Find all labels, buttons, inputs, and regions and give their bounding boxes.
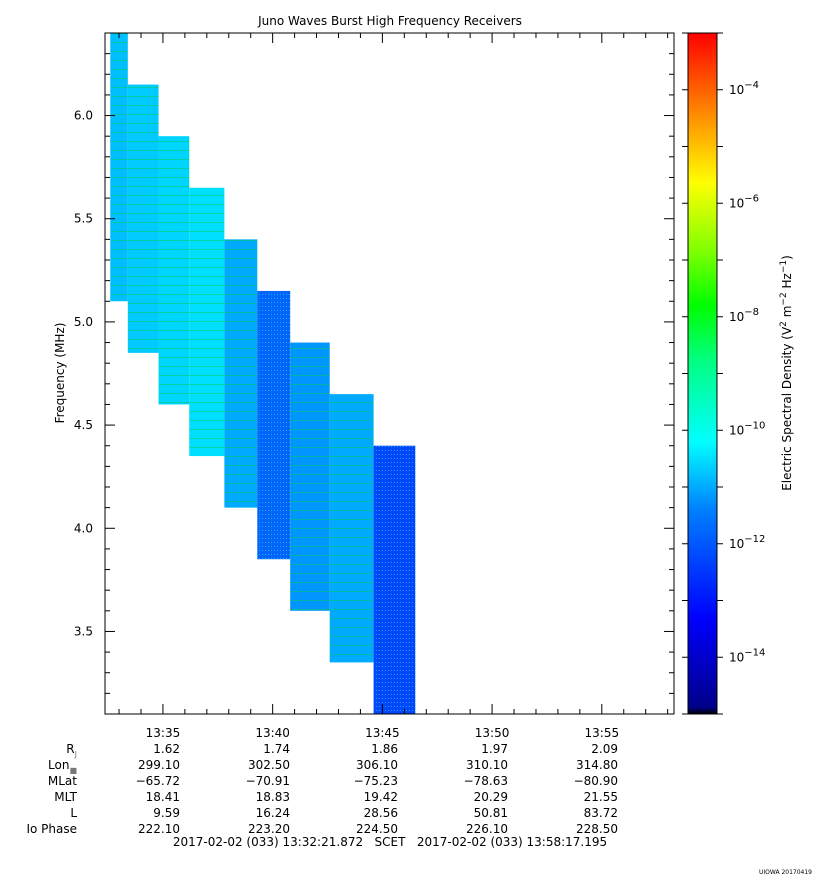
time-range-label: 2017-02-02 (033) 13:32:21.872 SCET 2017-… [173,835,607,849]
plot-frame [104,32,675,715]
spectrogram-block-texture [189,187,225,457]
y-tick-label: 3.5 [74,624,93,638]
ephemeris-value: 21.55 [584,790,618,804]
x-tick-label: 13:45 [365,726,400,740]
spectrogram-block-texture [290,342,330,611]
ephemeris-value: 224.50 [356,822,398,836]
ephemeris-row-label: Io Phase [26,822,77,836]
ephemeris-row-label: L [70,806,77,820]
ephemeris-value: −78.63 [464,774,508,788]
ephemeris-value: 1.62 [153,742,180,756]
ephemeris-value: 9.59 [153,806,180,820]
colorbar-tick-label: 10−12 [729,534,765,551]
footer-tag: UIOWA 20170419 [759,869,812,876]
y-tick-label: 4.0 [74,521,93,535]
colorbar-label: Electric Spectral Density (V2 m−2 Hz−1) [779,255,794,491]
spectrogram-block-texture [110,33,128,302]
ephemeris-value: 1.97 [481,742,508,756]
x-tick-label: 13:40 [255,726,290,740]
ephemeris-value: 18.83 [256,790,290,804]
ephemeris-value: 2.09 [591,742,618,756]
spectrogram-block-texture [224,239,258,508]
ephemeris-row-label: Lon■ [48,758,77,775]
y-tick-label: 6.0 [74,109,93,123]
x-tick-label: 13:35 [146,726,181,740]
colorbar-tick-label: 10−14 [729,647,765,664]
spectrogram-block-texture [257,290,291,560]
chart-title: Juno Waves Burst High Frequency Receiver… [257,14,522,28]
y-tick-label: 5.5 [74,212,93,226]
colorbar-tick-label: 10−6 [729,193,759,210]
ephemeris-row-label: MLat [48,774,77,788]
ephemeris-value: −75.23 [354,774,398,788]
y-tick-label: 5.0 [74,315,93,329]
y-tick-label: 4.5 [74,418,93,432]
spectrogram-blocks [110,33,416,714]
colorbar-ticks: 10−4 10−6 10−8 10−10 10−12 10−14 [682,32,765,715]
ephemeris-row-label: RJ [66,742,77,759]
colorbar-tick-label: 10−4 [729,80,759,97]
ephemeris-value: 223.20 [248,822,290,836]
ephemeris-value: 310.10 [466,758,508,772]
ephemeris-value: 222.10 [138,822,180,836]
x-axis-ticks: 13:35 13:40 13:45 13:50 13:55 [118,33,669,740]
spectrogram-block-texture [127,84,159,353]
y-axis-ticks: 3.5 4.0 4.5 5.0 5.5 6.0 [74,32,674,694]
ephemeris-value: −65.72 [136,774,180,788]
ephemeris-value: 302.50 [248,758,290,772]
spectrogram-block-texture [329,394,374,663]
ephemeris-value: 18.41 [146,790,180,804]
y-axis-label: Frequency (MHz) [53,323,67,424]
x-tick-label: 13:50 [475,726,510,740]
ephemeris-row-label: MLT [54,790,77,804]
ephemeris-value: 228.50 [576,822,618,836]
spectrogram-block-texture [158,136,190,405]
colorbar-tick-label: 10−8 [729,307,759,324]
spectrogram-block-texture [373,445,416,714]
colorbar [687,32,718,715]
ephemeris-value: 16.24 [256,806,290,820]
ephemeris-value: 1.74 [263,742,290,756]
ephemeris-value: 83.72 [584,806,618,820]
ephemeris-value: 306.10 [356,758,398,772]
ephemeris-value: 28.56 [364,806,398,820]
ephemeris-value: 19.42 [364,790,398,804]
ephemeris-value: 20.29 [474,790,508,804]
ephemeris-table: RJ 1.62 1.74 1.86 1.97 2.09 Lon■ 299.10 302.50 30… [26,742,618,836]
x-tick-label: 13:55 [585,726,620,740]
ephemeris-value: 299.10 [138,758,180,772]
colorbar-tick-label: 10−10 [729,420,765,437]
ephemeris-value: −80.90 [574,774,618,788]
ephemeris-value: 226.10 [466,822,508,836]
ephemeris-value: 50.81 [474,806,508,820]
ephemeris-value: 1.86 [371,742,398,756]
ephemeris-value: 314.80 [576,758,618,772]
ephemeris-value: −70.91 [246,774,290,788]
